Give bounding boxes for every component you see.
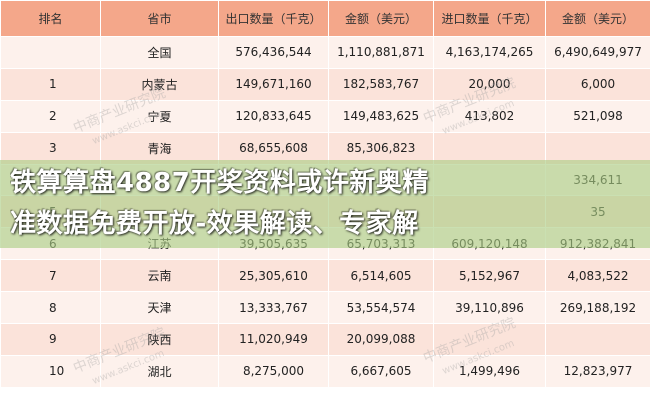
cell-rank: 3 — [0, 131, 101, 165]
cell-export-qty: 68,655,608 — [218, 131, 329, 165]
table-row: 7 云南 25,305,610 6,514,605 5,152,967 4,083,522 — [0, 259, 650, 293]
cell-province: 云南 — [100, 259, 219, 293]
table-row: 3 青海 68,655,608 85,306,823 — [0, 131, 650, 165]
cell-import-amount: 12,823,977 — [545, 354, 650, 388]
cell-export-qty: 149,671,160 — [218, 67, 329, 101]
table-row: 1 内蒙古 149,671,160 182,583,767 20,000 6,000 — [0, 67, 650, 101]
cell-rank: 10 — [0, 354, 101, 388]
cell-export-amount: 20,099,088 — [328, 323, 434, 356]
cell-export-qty: 576,436,544 — [218, 36, 329, 69]
cell-rank: 1 — [0, 67, 101, 101]
cell-import-qty: 20,000 — [433, 67, 546, 101]
cell-province: 湖北 — [100, 354, 219, 388]
header-export-amount: 金额（美元） — [328, 0, 434, 37]
cell-province: 内蒙古 — [100, 67, 219, 101]
header-province: 省市 — [100, 0, 219, 37]
cell-import-amount — [545, 323, 650, 356]
table-row: 9 陕西 11,020,949 20,099,088 — [0, 323, 650, 356]
cell-export-amount: 6,514,605 — [328, 259, 434, 293]
header-rank: 排名 — [0, 0, 101, 37]
cell-import-qty: 1,499,496 — [433, 354, 546, 388]
cell-province: 全国 — [100, 36, 219, 69]
header-export-qty: 出口数量（千克） — [218, 0, 329, 37]
cell-import-qty — [433, 131, 546, 165]
cell-export-qty: 8,275,000 — [218, 354, 329, 388]
cell-export-amount: 149,483,625 — [328, 99, 434, 133]
cell-import-amount: 6,000 — [545, 67, 650, 101]
cell-import-amount: 4,083,522 — [545, 259, 650, 293]
cell-import-qty: 39,110,896 — [433, 291, 546, 325]
table-row: 2 宁夏 120,833,645 149,483,625 413,802 521,098 — [0, 99, 650, 133]
cell-rank: 2 — [0, 99, 101, 133]
table-row: 10 湖北 8,275,000 6,667,605 1,499,496 12,823,97… — [0, 354, 650, 388]
cell-rank: 8 — [0, 291, 101, 325]
header-import-qty: 进口数量（千克） — [433, 0, 546, 37]
table-header-row: 排名 省市 出口数量（千克） 金额（美元） 进口数量（千克） 金额（美元） — [0, 0, 650, 37]
headline-line-1: 铁算算盘4887开奖资料或许新奥精 — [10, 168, 429, 198]
headline-band — [0, 160, 650, 248]
cell-import-qty: 4,163,174,265 — [433, 36, 546, 69]
cell-rank — [0, 36, 101, 69]
cell-import-amount: 6,490,649,977 — [545, 36, 650, 69]
headline-line-2: 准数据免费开放-效果解读、专家解 — [10, 209, 419, 239]
headline-text: 铁算算盘4887开奖资料或许新奥精 准数据免费开放-效果解读、专家解 — [10, 163, 650, 245]
cell-export-qty: 120,833,645 — [218, 99, 329, 133]
cell-export-amount: 53,554,574 — [328, 291, 434, 325]
cell-province: 青海 — [100, 131, 219, 165]
cell-import-amount: 269,188,192 — [545, 291, 650, 325]
cell-import-qty — [433, 323, 546, 356]
cell-export-qty: 13,333,767 — [218, 291, 329, 325]
cell-province: 宁夏 — [100, 99, 219, 133]
cell-import-qty: 5,152,967 — [433, 259, 546, 293]
cell-export-qty: 11,020,949 — [218, 323, 329, 356]
table-row: 全国 576,436,544 1,110,881,871 4,163,174,265 6… — [0, 36, 650, 69]
cell-province: 天津 — [100, 291, 219, 325]
cell-rank: 7 — [0, 259, 101, 293]
cell-export-qty: 25,305,610 — [218, 259, 329, 293]
cell-export-amount: 182,583,767 — [328, 67, 434, 101]
cell-import-amount — [545, 131, 650, 165]
header-import-amount: 金额（美元） — [545, 0, 650, 37]
cell-export-amount: 6,667,605 — [328, 354, 434, 388]
cell-export-amount: 85,306,823 — [328, 131, 434, 165]
cell-export-amount: 1,110,881,871 — [328, 36, 434, 69]
cell-rank: 9 — [0, 323, 101, 356]
cell-import-amount: 521,098 — [545, 99, 650, 133]
cell-import-qty: 413,802 — [433, 99, 546, 133]
table-row: 8 天津 13,333,767 53,554,574 39,110,896 269,188… — [0, 291, 650, 325]
cell-province: 陕西 — [100, 323, 219, 356]
